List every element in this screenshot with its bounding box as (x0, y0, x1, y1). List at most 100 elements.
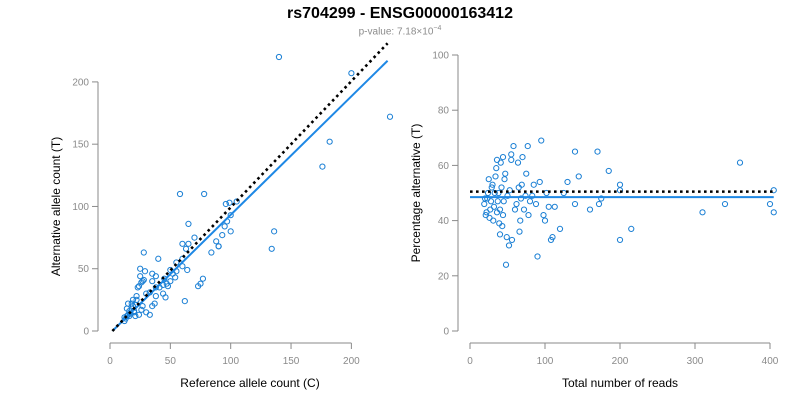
x-tick-label: 150 (283, 356, 300, 367)
data-point (508, 236, 516, 244)
y-axis-title: Alternative allele count (T) (49, 137, 63, 276)
data-point (493, 165, 500, 172)
data-point (560, 189, 567, 197)
data-point (135, 311, 143, 318)
data-point (176, 190, 184, 198)
data-point (483, 209, 490, 216)
regression-fit-line (111, 60, 389, 332)
data-point (525, 211, 532, 219)
data-point (586, 206, 594, 213)
data-point (215, 243, 222, 250)
data-point (484, 195, 491, 202)
data-point (137, 273, 144, 280)
data-point (219, 232, 226, 239)
data-point (481, 200, 488, 208)
data-point (770, 209, 777, 216)
data-point (571, 148, 579, 155)
data-point (493, 209, 501, 216)
data-point (184, 266, 191, 274)
data-point (140, 249, 147, 256)
y-tick-label: 60 (438, 161, 450, 172)
data-point (504, 192, 511, 199)
data-point (197, 280, 204, 287)
data-point (598, 195, 605, 202)
y-tick-label: 40 (438, 216, 450, 227)
chart-title: rs704299 - ENSG00000163412 (287, 5, 513, 22)
data-point (515, 184, 522, 191)
data-point (268, 245, 275, 252)
data-point (485, 176, 492, 183)
y-tick-label: 100 (432, 51, 449, 62)
data-point (517, 217, 524, 224)
data-point (736, 159, 744, 166)
data-point (191, 234, 198, 241)
x-tick-label: 50 (165, 356, 177, 367)
data-point (530, 181, 537, 188)
x-axis-title: Reference allele count (C) (180, 376, 319, 390)
data-point (529, 192, 536, 199)
data-point (532, 200, 540, 208)
data-point (179, 240, 186, 247)
x-tick-label: 0 (107, 356, 113, 367)
data-point (766, 200, 774, 208)
data-point (386, 113, 394, 120)
data-point (538, 137, 545, 144)
data-point (139, 278, 146, 285)
data-point (493, 156, 501, 163)
y-tick-label: 0 (443, 327, 449, 338)
data-point (616, 236, 624, 244)
x-tick-label: 100 (222, 356, 239, 367)
data-point (500, 198, 507, 205)
data-point (502, 170, 509, 177)
data-point (523, 170, 530, 177)
x-tick-label: 0 (467, 356, 473, 367)
data-point (495, 189, 502, 197)
data-point (146, 311, 153, 318)
data-point (185, 240, 192, 247)
x-tick-label: 300 (687, 356, 704, 367)
panel-percentage-alternative: 0 100 200 300 400 0 20 40 60 80 100 Total number of… (409, 51, 779, 391)
x-tick-label: 400 (762, 356, 779, 367)
data-point (213, 238, 220, 245)
data-point (275, 53, 283, 61)
data-point (221, 223, 228, 230)
data-point (319, 163, 326, 170)
data-point (508, 151, 515, 158)
data-point (152, 284, 159, 291)
y-tick-label: 80 (438, 106, 450, 117)
data-point (501, 176, 508, 183)
data-point (536, 178, 543, 186)
data-point (517, 195, 525, 202)
data-point (488, 184, 495, 191)
x-axis-title: Total number of reads (562, 376, 678, 390)
data-point (135, 283, 143, 290)
data-point (141, 268, 149, 275)
data-point (595, 200, 603, 208)
data-point (571, 200, 579, 208)
data-point (125, 300, 132, 307)
data-point (594, 148, 601, 155)
data-point (524, 142, 531, 150)
data-point (510, 142, 517, 150)
data-point (496, 231, 504, 238)
data-point (132, 312, 139, 320)
data-point (498, 184, 505, 191)
data-point (149, 270, 156, 277)
data-point (522, 192, 529, 199)
data-point (227, 212, 234, 219)
data-point (514, 159, 522, 166)
data-point (505, 242, 513, 249)
data-point (151, 300, 158, 307)
data-point (139, 302, 146, 310)
data-point (182, 245, 190, 252)
data-point (556, 225, 564, 232)
data-point (541, 217, 549, 224)
data-point (699, 209, 706, 216)
chart-subtitle: p-value: 7.18×10−4 (0, 25, 800, 37)
data-point (155, 255, 162, 262)
data-point (543, 189, 550, 197)
y-tick-label: 20 (438, 271, 450, 282)
x-tick-label: 200 (612, 356, 629, 367)
data-point (511, 206, 519, 213)
